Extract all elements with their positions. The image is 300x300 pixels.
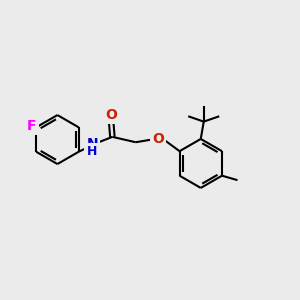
Text: F: F [27, 119, 37, 133]
Text: O: O [105, 108, 117, 122]
Text: N: N [86, 137, 98, 151]
Text: O: O [152, 132, 164, 146]
Text: H: H [87, 145, 97, 158]
